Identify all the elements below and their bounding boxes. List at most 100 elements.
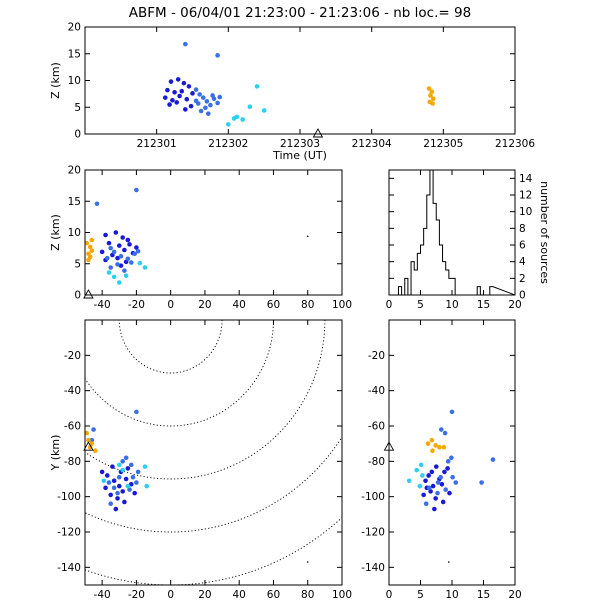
x-tick-label: 60 (267, 299, 280, 311)
data-point (438, 427, 444, 432)
data-point (427, 485, 432, 491)
data-point (125, 256, 131, 262)
data-point (442, 430, 448, 436)
data-point (183, 41, 188, 47)
data-point (92, 448, 98, 454)
data-point (453, 480, 459, 485)
data-point (111, 274, 117, 280)
data-point (449, 455, 454, 461)
data-point (91, 427, 96, 432)
data-point (198, 108, 204, 114)
data-point (85, 430, 90, 436)
plot-area (162, 41, 436, 127)
data-point (479, 480, 484, 485)
data-point (89, 441, 95, 446)
data-point (128, 482, 134, 487)
data-point (443, 487, 449, 492)
data-point (428, 93, 433, 98)
x-tick-label: 10 (445, 299, 458, 311)
data-point (217, 94, 223, 100)
data-point (445, 459, 451, 464)
x-tick-label: 0 (386, 589, 393, 600)
data-point (193, 87, 199, 92)
x-tick-label: 60 (267, 589, 280, 600)
y-tick-label: -40 (64, 385, 81, 397)
data-point (170, 97, 175, 103)
data-point (116, 462, 122, 468)
data-point (99, 469, 105, 475)
data-point (200, 95, 206, 100)
data-point (108, 265, 113, 270)
data-point (94, 201, 100, 207)
data-point (108, 492, 113, 498)
y-tick-label: 5 (74, 258, 81, 270)
x-tick-label: 20 (198, 589, 211, 600)
x-axis-label: Time (UT) (272, 149, 327, 162)
data-point (438, 474, 443, 480)
axes-frame (84, 26, 516, 135)
data-point (87, 244, 93, 250)
data-point (113, 506, 119, 512)
data-point (435, 490, 440, 496)
x-tick-label: 5 (417, 589, 424, 600)
data-point (113, 230, 119, 235)
panels: 212301 212302 212303 212304 212305 212306 0 5 10… (49, 22, 551, 604)
y-axis-label: Z (km) (49, 62, 62, 99)
data-point (134, 187, 139, 193)
y-tick-label: 15 (68, 48, 81, 60)
y-tick-label: -80 (368, 456, 385, 468)
data-point (120, 235, 125, 240)
data-point (234, 114, 240, 120)
data-point (306, 561, 309, 563)
data-point (130, 474, 136, 480)
range-ring (85, 320, 326, 480)
data-point (205, 111, 211, 116)
data-point (111, 485, 117, 491)
data-point (418, 462, 424, 468)
data-point (86, 257, 91, 263)
data-point (447, 490, 452, 496)
data-point (111, 249, 117, 255)
data-point (423, 501, 429, 507)
y-tick-label: -140 (57, 562, 81, 574)
data-point (429, 469, 435, 475)
y-tick-label: 4 (519, 256, 526, 268)
data-point (99, 249, 105, 255)
histogram-bar (414, 270, 417, 295)
y-tick-label: 14 (519, 173, 533, 185)
y-tick-label: 0 (74, 129, 81, 141)
data-point (190, 91, 195, 96)
panel-plan-view: -40 -20 0 20 40 60 80 100 -140 -120 -100 -80 -60 -40 -… (49, 319, 352, 604)
data-point (120, 467, 125, 473)
x-tick-label: 212304 (352, 138, 392, 150)
data-point (406, 478, 412, 484)
axes-frame (84, 169, 343, 296)
station-triangle (83, 289, 94, 299)
data-point (226, 122, 231, 127)
y-tick-label: 0 (519, 290, 526, 302)
data-point (134, 245, 139, 250)
data-point (116, 474, 122, 480)
data-point (433, 464, 439, 469)
data-point (128, 260, 134, 265)
station-triangle (83, 441, 94, 451)
x-tick-label: -40 (94, 299, 111, 311)
data-point (429, 437, 435, 443)
y-tick-label: 5 (74, 102, 81, 114)
data-point (142, 464, 148, 469)
data-point (122, 247, 127, 253)
data-point (414, 467, 420, 473)
data-point (181, 80, 187, 86)
data-point (108, 245, 113, 251)
data-point (172, 89, 177, 95)
data-point (135, 248, 141, 254)
data-point (106, 240, 112, 246)
plot-area (85, 320, 342, 585)
data-point (433, 496, 438, 501)
station-triangle (312, 128, 324, 138)
data-point (442, 469, 447, 475)
data-point (116, 483, 122, 489)
y-tick-label: 2 (519, 273, 526, 285)
histogram-steps (389, 170, 515, 295)
data-point (123, 455, 129, 461)
